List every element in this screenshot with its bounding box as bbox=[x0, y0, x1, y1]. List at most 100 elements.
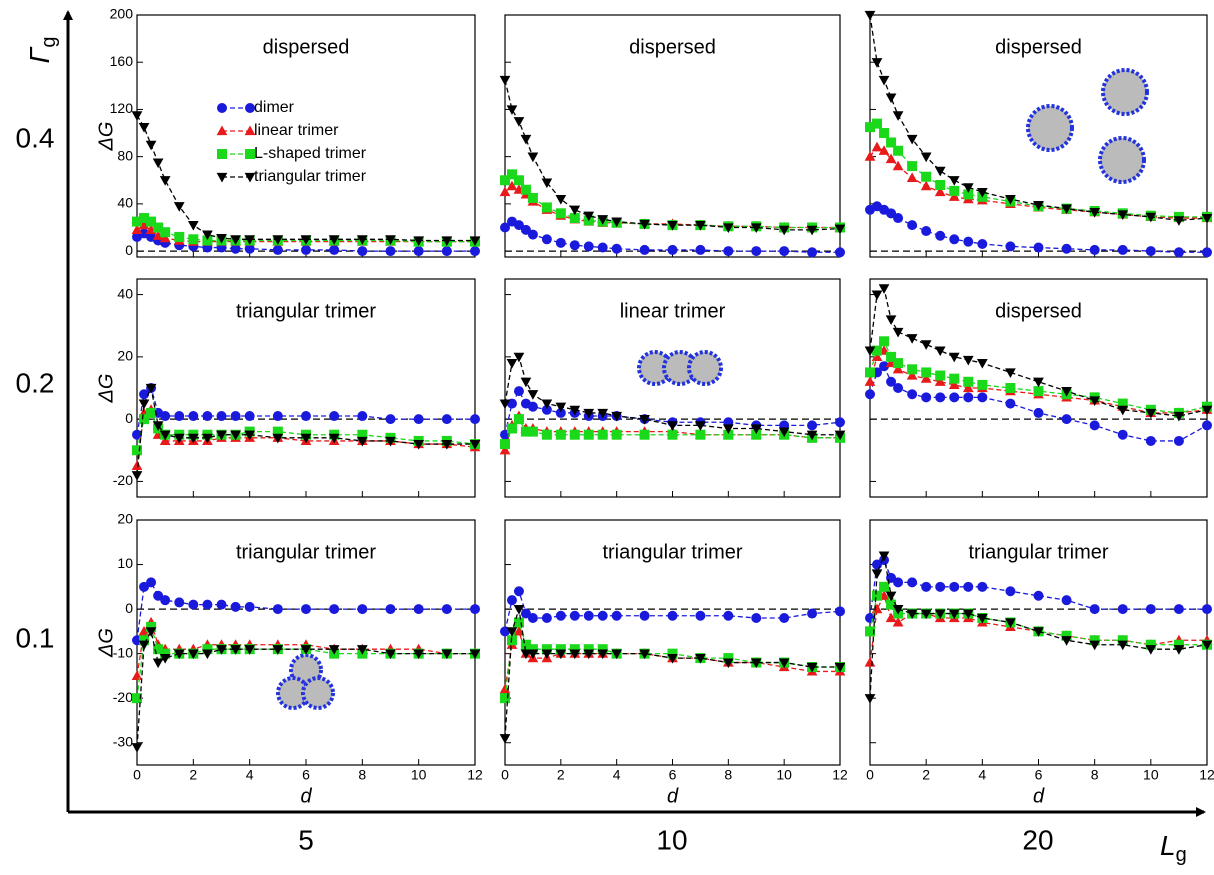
marker bbox=[1034, 387, 1043, 396]
x-tick-label: 8 bbox=[724, 767, 732, 783]
marker bbox=[950, 374, 959, 383]
y-axis-label: ΔG bbox=[95, 374, 117, 404]
marker bbox=[528, 193, 537, 202]
marker bbox=[936, 347, 945, 355]
panel: dispersed bbox=[501, 15, 845, 257]
marker bbox=[873, 591, 882, 600]
marker bbox=[908, 173, 917, 181]
marker bbox=[514, 118, 523, 126]
x-tick-label: 10 bbox=[411, 767, 427, 783]
x-tick-label: 8 bbox=[1091, 767, 1099, 783]
marker bbox=[161, 596, 170, 605]
marker bbox=[724, 611, 733, 620]
marker bbox=[1062, 415, 1071, 424]
marker bbox=[936, 371, 945, 380]
marker bbox=[442, 415, 451, 424]
marker bbox=[668, 611, 677, 620]
marker bbox=[133, 112, 142, 120]
marker bbox=[330, 245, 339, 254]
marker bbox=[887, 94, 896, 102]
marker bbox=[386, 605, 395, 614]
marker bbox=[175, 232, 184, 241]
marker bbox=[696, 245, 705, 254]
marker bbox=[302, 605, 311, 614]
marker bbox=[808, 609, 817, 618]
marker bbox=[668, 245, 677, 254]
marker bbox=[780, 614, 789, 623]
marker bbox=[507, 359, 516, 367]
marker bbox=[908, 365, 917, 374]
series-line bbox=[505, 80, 840, 230]
y-tick-label: 0 bbox=[125, 410, 133, 426]
marker bbox=[612, 430, 621, 439]
marker bbox=[598, 243, 607, 252]
marker bbox=[514, 587, 523, 596]
marker bbox=[570, 430, 579, 439]
marker bbox=[570, 241, 579, 250]
marker bbox=[836, 418, 845, 427]
marker bbox=[908, 578, 917, 587]
marker bbox=[1146, 436, 1155, 445]
marker bbox=[894, 384, 903, 393]
x-tick-label: 2 bbox=[557, 767, 565, 783]
x-tick-label: 0 bbox=[501, 767, 509, 783]
x-tick-label: 8 bbox=[358, 767, 366, 783]
x-tick-label: 2 bbox=[922, 767, 930, 783]
marker bbox=[1174, 248, 1183, 257]
marker bbox=[873, 119, 882, 128]
marker bbox=[880, 129, 889, 138]
marker bbox=[501, 735, 510, 743]
y-axis-label: ΔG bbox=[95, 628, 117, 658]
marker bbox=[866, 368, 875, 377]
col-label: 10 bbox=[656, 824, 687, 855]
x-axis-label: d bbox=[300, 785, 312, 807]
y-tick-label: 0 bbox=[125, 242, 133, 258]
series-line bbox=[505, 609, 840, 738]
x-tick-label: 6 bbox=[1035, 767, 1043, 783]
marker bbox=[908, 221, 917, 230]
marker bbox=[1118, 430, 1127, 439]
marker bbox=[808, 421, 817, 430]
marker bbox=[936, 582, 945, 591]
marker bbox=[612, 244, 621, 253]
symbol: L bbox=[1160, 830, 1176, 861]
marker bbox=[640, 611, 649, 620]
marker bbox=[161, 412, 170, 421]
marker bbox=[154, 159, 163, 167]
x-tick-label: 4 bbox=[978, 767, 986, 783]
marker bbox=[273, 245, 282, 254]
panel-title: dispersed bbox=[995, 300, 1082, 322]
marker bbox=[964, 582, 973, 591]
marker bbox=[1006, 384, 1015, 393]
marker bbox=[978, 582, 987, 591]
panel: dispersed bbox=[866, 279, 1212, 497]
marker bbox=[922, 172, 931, 181]
x-tick-label: 2 bbox=[189, 767, 197, 783]
marker bbox=[203, 412, 212, 421]
marker bbox=[1090, 605, 1099, 614]
x-axis-label: d bbox=[667, 785, 679, 807]
y-tick-label: -20 bbox=[113, 689, 133, 705]
marker bbox=[964, 356, 973, 364]
y-tick-label: 40 bbox=[117, 195, 133, 211]
marker bbox=[598, 430, 607, 439]
marker bbox=[556, 196, 565, 204]
marker bbox=[922, 227, 931, 236]
marker bbox=[1006, 399, 1015, 408]
marker bbox=[598, 611, 607, 620]
marker bbox=[1146, 605, 1155, 614]
marker bbox=[471, 605, 480, 614]
marker bbox=[330, 605, 339, 614]
marker bbox=[542, 235, 551, 244]
marker bbox=[189, 222, 198, 230]
marker bbox=[936, 167, 945, 175]
marker bbox=[147, 141, 156, 149]
marker bbox=[936, 393, 945, 402]
marker bbox=[1034, 591, 1043, 600]
marker bbox=[231, 412, 240, 421]
marker bbox=[880, 582, 889, 591]
marker bbox=[414, 415, 423, 424]
